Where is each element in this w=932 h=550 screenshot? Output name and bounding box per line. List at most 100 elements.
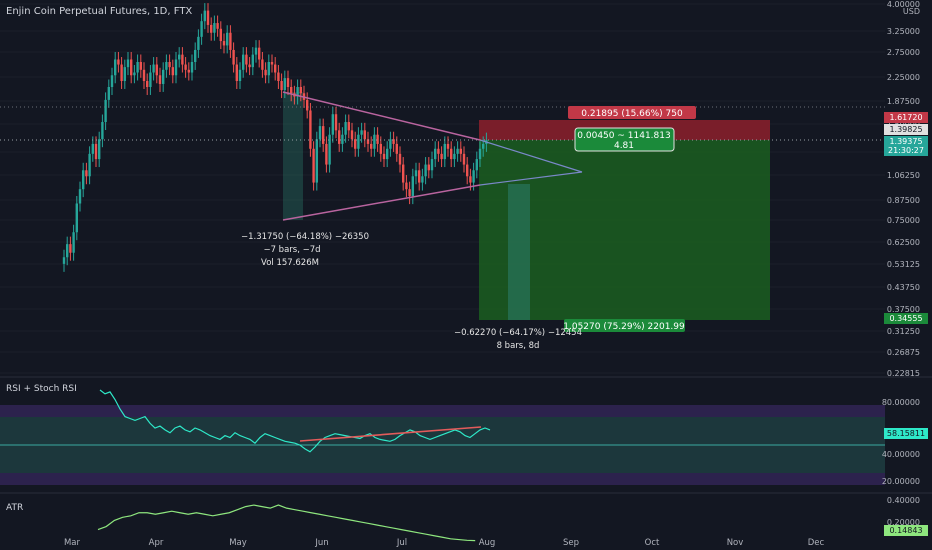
candle-body [190, 61, 194, 73]
svg-text:21:30:27: 21:30:27 [888, 146, 924, 155]
measure2-line1: −0.62270 (−64.17%) −12454 [454, 328, 582, 338]
candle-body [434, 148, 437, 160]
rsi-axis: 80.00000 40.00000 20.00000 [882, 398, 920, 486]
time-tick-label: Jul [396, 538, 407, 548]
candle-body [280, 81, 283, 91]
candle-body [376, 134, 379, 144]
candle-body [418, 170, 421, 183]
candle-body [200, 21, 203, 37]
candle-body [120, 64, 123, 82]
candle-body [341, 134, 344, 144]
svg-text:1.39825: 1.39825 [889, 125, 922, 134]
time-tick-label: Aug [479, 538, 496, 548]
candle-body [72, 232, 75, 253]
svg-text:1.39375: 1.39375 [889, 137, 922, 146]
candle-body [155, 64, 158, 76]
time-tick-label: Sep [563, 538, 579, 548]
svg-text:4.81: 4.81 [614, 141, 634, 151]
price-tick-label: 0.75000 [887, 216, 920, 225]
measure2-line2: 8 bars, 8d [497, 341, 540, 351]
time-axis[interactable]: Mar Apr May Jun Jul Aug Sep Oct Nov Dec [64, 538, 825, 548]
time-tick-label: Oct [645, 538, 660, 548]
candle-body [286, 78, 290, 87]
price-tick-label: 0.62500 [887, 238, 920, 247]
candle-body [389, 139, 392, 149]
triangle-lower-line [282, 184, 481, 221]
candle-body [75, 203, 78, 233]
candle-body [149, 72, 152, 87]
candle-body [187, 69, 190, 73]
candle-body [274, 64, 277, 73]
candle-body [110, 75, 114, 87]
candle-body [203, 10, 206, 22]
candle-body [478, 148, 482, 160]
candle-body [117, 59, 120, 65]
candle-body [328, 134, 331, 165]
candle-body [235, 64, 238, 82]
candle-body [91, 143, 94, 154]
target-label-box: 1.05270 (75.29%) 2201.99 [563, 319, 685, 332]
candle-body [408, 189, 411, 197]
candle-body [126, 59, 130, 68]
candle-body [299, 86, 302, 94]
candle-body [421, 176, 424, 183]
price-tick-label: 0.37500 [887, 305, 920, 314]
atr-tick-label: 0.40000 [887, 496, 920, 505]
candle-body [373, 134, 376, 149]
candle-body [283, 78, 286, 91]
candle-body [411, 176, 414, 197]
candle-body [469, 176, 472, 183]
candle-body [270, 61, 274, 65]
price-tick-label: 0.43750 [887, 283, 920, 292]
candle-body [78, 189, 82, 204]
candle-body [152, 64, 155, 73]
candle-body [171, 67, 174, 76]
rsi-tick-label: 40.00000 [882, 450, 920, 459]
candle-body [130, 59, 133, 76]
candle-body [414, 170, 418, 177]
price-tick-label: 4.00000 [887, 0, 920, 9]
position-center-box: 0.00450 ~ 1141.813 4.81 [574, 127, 675, 152]
candle-body [334, 114, 338, 131]
candle-body [139, 61, 142, 70]
candle-body [261, 59, 264, 70]
candle-body [174, 59, 178, 76]
candle-body [101, 122, 104, 140]
measure1-line1: −1.31750 (−64.18%) −26350 [241, 232, 369, 242]
time-tick-label: Dec [808, 538, 825, 548]
rsi-tick-label: 20.00000 [882, 477, 920, 486]
price-tick-label: 2.75000 [887, 48, 920, 57]
atr-tick-label: 0.20000 [887, 518, 920, 527]
candle-body [386, 148, 389, 160]
atr-pane-title: ATR [6, 503, 23, 513]
svg-text:0.21895 (15.66%) 750: 0.21895 (15.66%) 750 [581, 109, 683, 119]
atr-last-tag: 0.14843 [884, 525, 928, 536]
candle-body [338, 130, 341, 144]
candle-body [427, 164, 430, 171]
candle-body [462, 153, 466, 165]
triangle-upper-line [282, 91, 481, 141]
time-tick-label: Jun [314, 538, 328, 548]
candle-body [213, 23, 216, 33]
price-tick-label: 1.06250 [887, 171, 920, 180]
atr-line [97, 504, 476, 542]
price-tag-stop: 1.61720 [884, 112, 928, 123]
candle-body [296, 86, 299, 97]
atr-axis: 0.40000 0.20000 [887, 496, 920, 527]
candle-body [366, 139, 370, 144]
triangle-upper-extension [479, 139, 583, 173]
candle-body [459, 148, 462, 154]
svg-text:0.14843: 0.14843 [889, 526, 922, 535]
candle-body [88, 153, 91, 177]
candle-body [133, 72, 136, 76]
candle-body [306, 99, 309, 111]
candle-body [206, 10, 210, 25]
price-tick-label: 2.25000 [887, 73, 920, 82]
rsi-top-band [0, 405, 885, 417]
candle-body [402, 164, 405, 183]
candle-body [184, 64, 187, 70]
candle-body [264, 69, 267, 76]
candle-body [226, 32, 229, 46]
candle-body [430, 159, 434, 171]
